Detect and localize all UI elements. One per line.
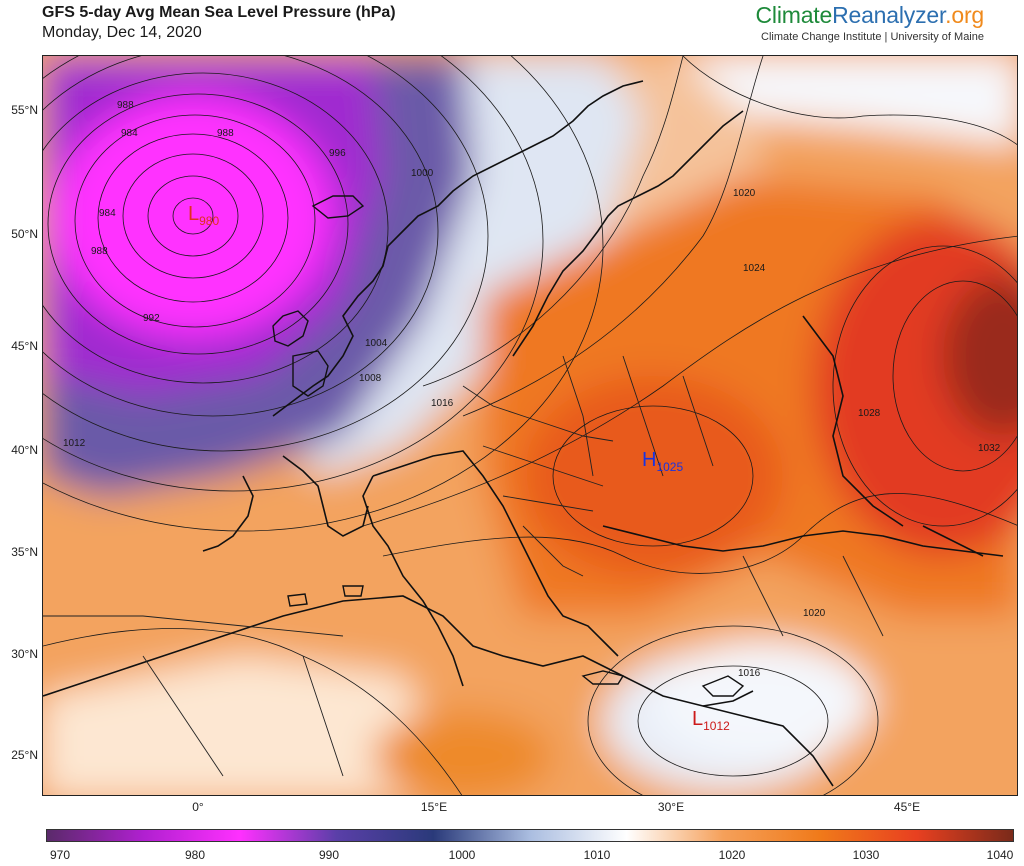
longitude-label: 0°: [192, 800, 204, 814]
colorbar-tick: 970: [49, 848, 71, 862]
isobar-label: 988: [217, 128, 234, 139]
colorbar-tick: 1000: [448, 848, 476, 862]
isobar-label: 992: [143, 313, 160, 324]
isobar: [362, 235, 1017, 527]
isobar-label: 1032: [978, 443, 1001, 454]
isobar-label: 1016: [738, 668, 761, 679]
latitude-label: 25°N: [11, 748, 38, 762]
pressure-field: [43, 56, 1017, 795]
latitude-label: 55°N: [11, 103, 38, 117]
latitude-label: 45°N: [11, 339, 38, 353]
isobar-label: 988: [117, 100, 134, 111]
center-letter: H: [642, 449, 657, 471]
isobar-label: 984: [121, 128, 138, 139]
center-letter: L: [188, 203, 200, 225]
map-title: GFS 5-day Avg Mean Sea Level Pressure (h…: [42, 4, 396, 21]
center-label-low-980: L980: [188, 203, 219, 228]
isobar-label: 1012: [63, 438, 86, 449]
brand-logo-part3: .org: [945, 2, 984, 28]
isobar: [147, 175, 239, 257]
isobar: [43, 56, 604, 532]
isobar: [892, 280, 1017, 472]
isobar: [43, 72, 389, 384]
coastlines: [43, 80, 1004, 787]
borders: [43, 355, 884, 777]
latitude-label: 40°N: [11, 443, 38, 457]
isobar: [43, 628, 463, 795]
brand-subtitle: Climate Change Institute | University of…: [761, 31, 984, 43]
center-letter: L: [692, 708, 704, 730]
isobar: [832, 245, 1017, 527]
isobar-label: 984: [99, 208, 116, 219]
colorbar-tick: 1010: [583, 848, 611, 862]
isobars: [43, 56, 1017, 795]
isobar: [97, 133, 289, 303]
brand-logo-part1: Climate: [755, 2, 833, 28]
longitude-label: 30°E: [657, 800, 685, 814]
isobar: [43, 56, 544, 492]
isobar: [382, 493, 1017, 574]
isobar-label: 1008: [359, 373, 382, 384]
isobar: [43, 56, 439, 417]
colorbar: [46, 829, 1014, 842]
isobar-value-labels: 988 984 988 984 988 992 996 1000 1004 10…: [63, 100, 1001, 679]
center-label-low-1012: L1012: [692, 708, 730, 733]
colorbar-tick: 990: [318, 848, 340, 862]
isobar: [74, 114, 316, 328]
center-value: 1025: [656, 460, 684, 474]
islands: [272, 195, 745, 697]
isobar: [122, 153, 264, 279]
isobar-label: 1004: [365, 338, 388, 349]
isobar: [172, 197, 214, 235]
isobar-label: 1000: [411, 168, 434, 179]
map-date: Monday, Dec 14, 2020: [42, 24, 202, 41]
center-value: 980: [199, 214, 220, 228]
isobar: [587, 625, 879, 795]
colorbar-tick: 1040: [986, 848, 1014, 862]
colorbar-tick: 980: [184, 848, 206, 862]
latitude-label: 35°N: [11, 545, 38, 559]
brand-logo-part2: Reanalyzer: [832, 2, 946, 28]
colorbar-tick: 1020: [718, 848, 746, 862]
isobar: [637, 665, 829, 777]
colorbar-tick: 1030: [852, 848, 880, 862]
isobar-label: 1020: [733, 188, 756, 199]
isobar-label: 988: [91, 246, 108, 257]
isobar-label: 1024: [743, 263, 766, 274]
isobar: [682, 56, 1017, 146]
isobar: [422, 56, 684, 387]
brand-logo[interactable]: ClimateReanalyzer.org: [755, 2, 985, 29]
isobar-label: 1016: [431, 398, 454, 409]
latitude-label: 50°N: [11, 227, 38, 241]
longitude-label: 45°E: [893, 800, 921, 814]
longitude-label: 15°E: [420, 800, 448, 814]
isobar-label: 1020: [803, 608, 826, 619]
isobar: [462, 56, 764, 417]
center-value: 1012: [703, 719, 730, 733]
isobar: [552, 405, 754, 547]
isobar: [43, 56, 489, 452]
pressure-map: 988 984 988 984 988 992 996 1000 1004 10…: [42, 55, 1018, 796]
isobar-label: 996: [329, 148, 346, 159]
latitude-label: 30°N: [11, 647, 38, 661]
isobar: [47, 93, 349, 355]
isobar-label: 1028: [858, 408, 881, 419]
center-label-high-1025: H1025: [642, 449, 683, 474]
